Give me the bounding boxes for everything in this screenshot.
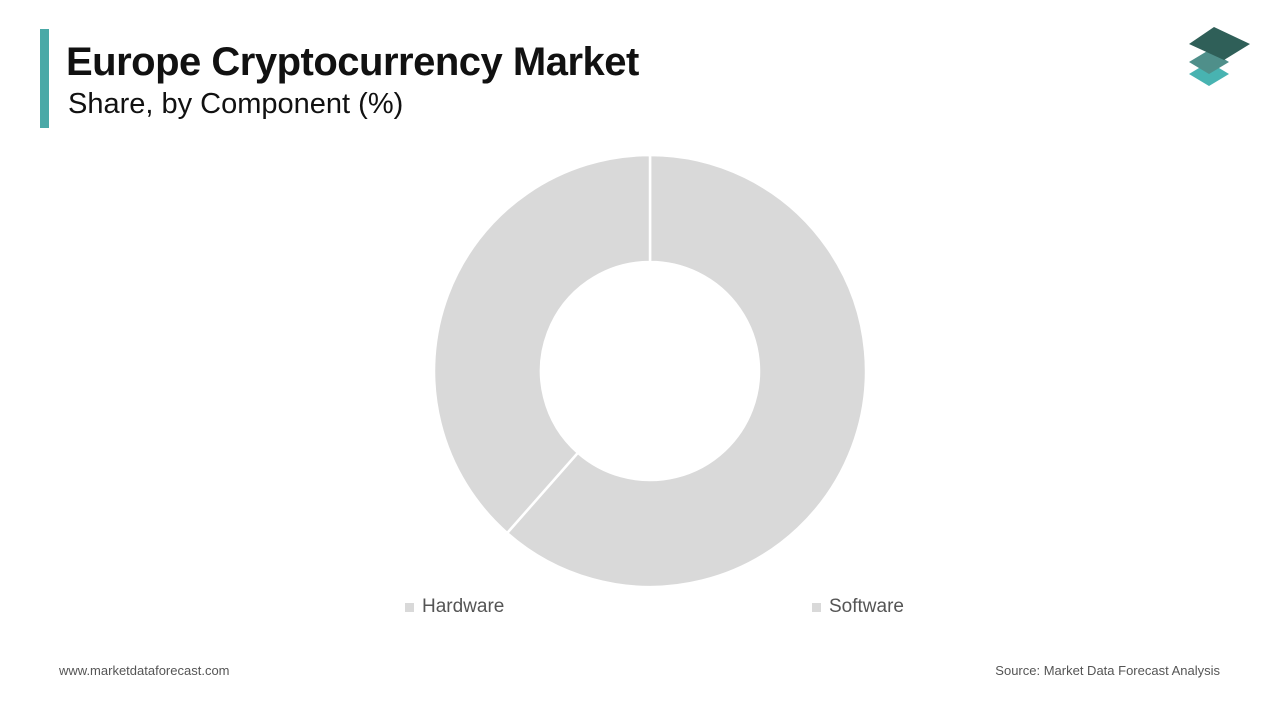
legend-item-software: Software [812,596,904,618]
legend-label: Software [829,596,904,617]
footer-website: www.marketdataforecast.com [59,663,230,678]
footer-source: Source: Market Data Forecast Analysis [995,663,1220,678]
slice-hardware [505,153,868,589]
legend-swatch [812,602,821,612]
legend-swatch [405,602,414,612]
legend-item-hardware: Hardware [405,596,504,618]
logo-icon [1189,27,1250,86]
page-title: Europe Cryptocurrency Market [66,40,639,84]
page-subtitle: Share, by Component (%) [68,88,404,120]
slice-software [432,153,652,535]
title-accent-bar [40,29,49,128]
legend-label: Hardware [422,596,505,617]
